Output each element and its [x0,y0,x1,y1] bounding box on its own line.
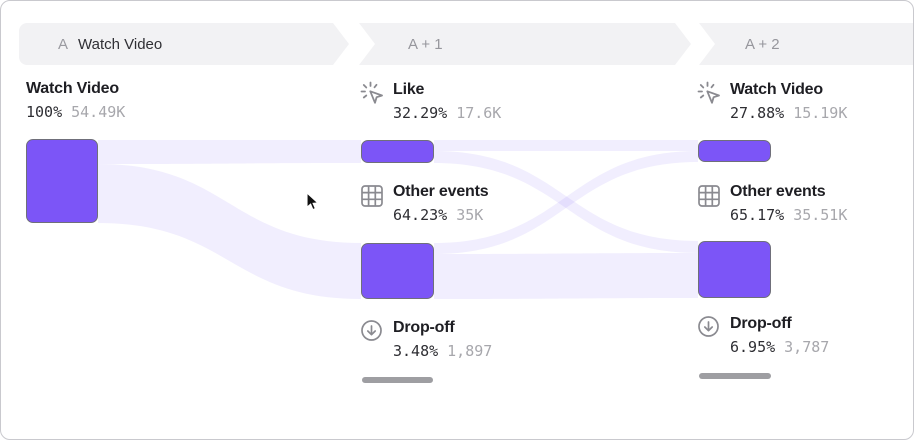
event-stats: 6.95% 3,787 [730,337,829,358]
flow-watch-video-0-to-like-1[interactable] [98,140,361,164]
step-header-label: A + 2 [745,35,780,53]
event-percent: 6.95% [730,338,776,356]
event-label-drop-off-1: Drop-off 3.48% 1,897 [359,318,492,362]
step-header-a: A Watch Video [19,23,349,65]
event-stats: 100% 54.49K [26,102,125,123]
event-stats: 32.29% 17.6K [393,103,501,124]
event-label-other-events-1: Other events 64.23% 35K [359,182,489,226]
event-text-other-events-2: Other events 65.17% 35.51K [730,182,847,226]
event-count: 17.6K [456,104,502,122]
event-name: Other events [393,183,489,200]
event-count: 3,787 [784,338,830,356]
sankey-node-other-events-2[interactable] [698,241,771,298]
click-icon [359,80,385,106]
drop-off-icon [359,318,385,344]
sankey-node-watch-video-0[interactable] [26,139,98,223]
event-text-other-events-1: Other events 64.23% 35K [393,182,489,226]
event-percent: 100% [26,103,63,121]
step-header-label: Watch Video [78,35,163,53]
event-text-like-1: Like 32.29% 17.6K [393,80,501,124]
sankey-node-other-events-1[interactable] [361,243,434,299]
event-count: 54.49K [71,103,126,121]
event-name: Watch Video [730,81,823,98]
event-label-other-events-2: Other events 65.17% 35.51K [696,182,847,226]
flow-watch-video-0-to-other-events-1[interactable] [98,164,361,299]
drop-off-icon [696,314,722,340]
event-text-drop-off-2: Drop-off 6.95% 3,787 [730,314,829,358]
step-header-a-plus-1: A + 1 [359,23,691,65]
grid-events-icon [696,182,722,208]
event-stats: 64.23% 35K [393,205,488,226]
event-text-watch-video-2: Watch Video 27.88% 15.19K [730,80,847,124]
event-percent: 32.29% [393,104,448,122]
event-percent: 64.23% [393,206,448,224]
event-stats: 27.88% 15.19K [730,103,847,124]
step-header-a-plus-2: A + 2 [699,23,913,65]
event-text-watch-video-0: Watch Video 100% 54.49K [26,79,125,123]
event-name: Like [393,81,425,98]
event-label-watch-video-2: Watch Video 27.88% 15.19K [696,80,847,124]
event-label-watch-video-0: Watch Video 100% 54.49K [26,79,125,123]
step-letter-badge: A [58,35,69,53]
event-percent: 27.88% [730,104,785,122]
click-icon [696,80,722,106]
sankey-node-watch-video-2[interactable] [698,140,771,162]
dropoff-bar-drop-off-1[interactable] [362,377,433,383]
event-name: Drop-off [730,315,792,332]
dropoff-bar-drop-off-2[interactable] [699,373,771,379]
event-count: 35K [456,206,484,224]
event-label-like-1: Like 32.29% 17.6K [359,80,501,124]
event-percent: 3.48% [393,342,439,360]
mouse-cursor [306,191,322,212]
grid-events-icon [359,182,385,208]
event-name: Other events [730,183,826,200]
step-header-label: A + 1 [408,35,443,53]
event-count: 1,897 [447,342,493,360]
event-stats: 65.17% 35.51K [730,205,847,226]
event-percent: 65.17% [730,206,785,224]
flow-like-1-to-watch-video-2[interactable] [434,140,698,151]
event-count: 35.51K [793,206,848,224]
flow-other-events-1-to-other-events-2[interactable] [434,253,698,299]
event-text-drop-off-1: Drop-off 3.48% 1,897 [393,318,492,362]
flow-other-events-1-to-watch-video-2[interactable] [434,151,698,254]
event-stats: 3.48% 1,897 [393,341,492,362]
event-name: Drop-off [393,319,455,336]
event-label-drop-off-2: Drop-off 6.95% 3,787 [696,314,829,358]
event-name: Watch Video [26,80,119,97]
event-count: 15.19K [793,104,848,122]
sankey-node-like-1[interactable] [361,140,434,163]
flow-like-1-to-other-events-2[interactable] [434,151,698,253]
